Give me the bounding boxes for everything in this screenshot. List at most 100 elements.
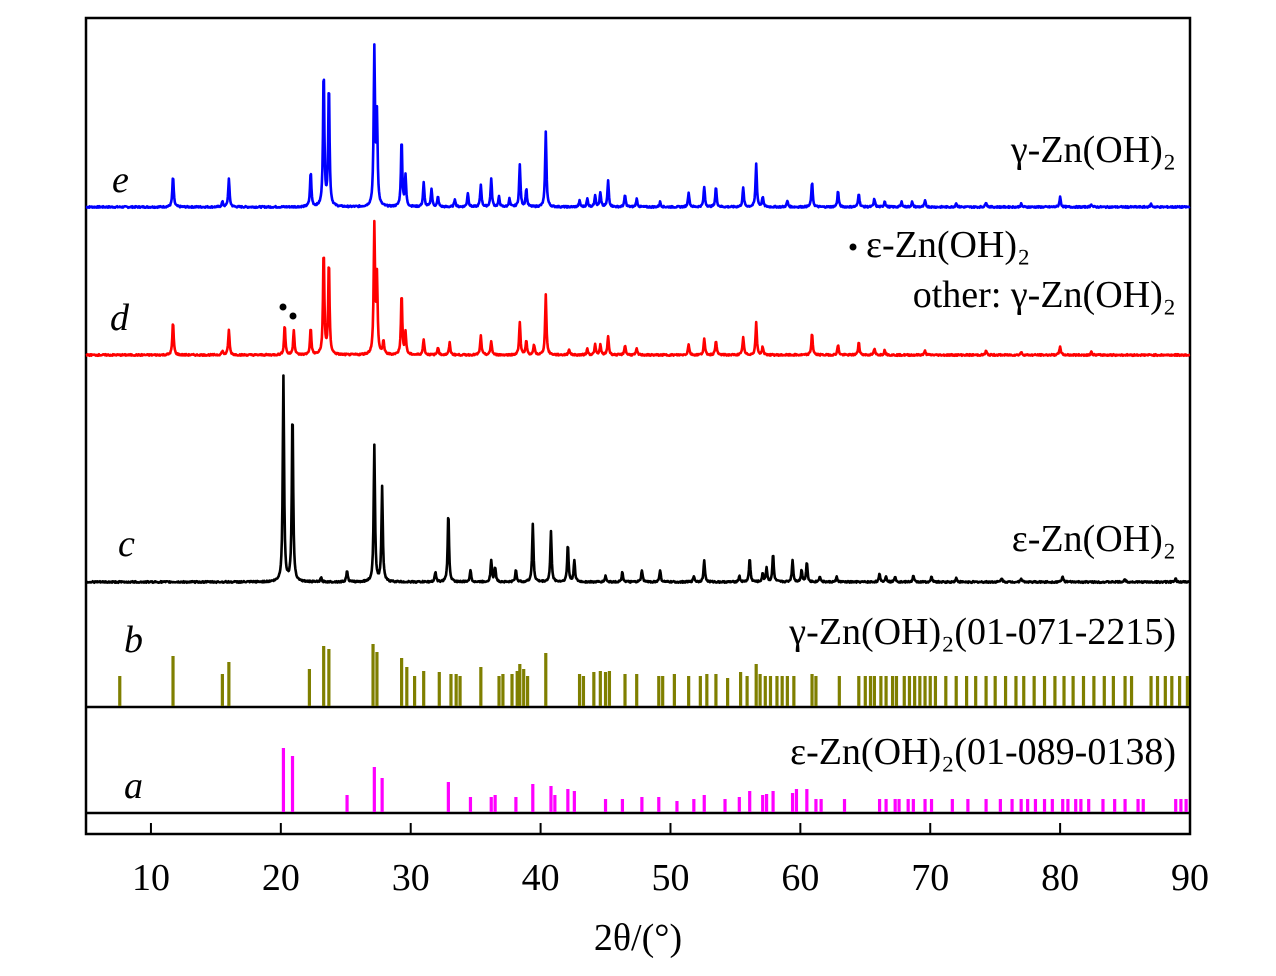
stick-a-47	[1019, 799, 1023, 812]
stick-b-5	[322, 646, 326, 706]
stick-a-9	[514, 797, 518, 812]
stick-b-81	[1053, 676, 1057, 706]
stick-b-32	[623, 674, 627, 706]
stick-b-29	[598, 671, 602, 706]
stick-b-11	[413, 676, 417, 706]
stick-b-86	[1102, 676, 1106, 706]
stick-a-12	[553, 795, 557, 812]
x-tick-label-20: 20	[262, 857, 300, 899]
panel-letter-e: e	[112, 159, 129, 201]
stick-a-51	[1050, 799, 1054, 812]
phase-label-d1: ε-Zn(OH)₂	[866, 224, 1030, 266]
stick-b-2	[220, 674, 224, 706]
stick-a-33	[842, 799, 847, 812]
stick-b-23	[522, 669, 526, 706]
reference-sticks	[118, 644, 1189, 812]
stick-a-61	[1141, 799, 1145, 812]
stick-b-7	[371, 644, 375, 706]
stick-b-77	[1014, 676, 1018, 706]
stick-b-46	[763, 676, 767, 706]
stick-b-75	[993, 676, 997, 706]
stick-b-19	[501, 674, 505, 706]
stick-b-14	[449, 674, 453, 706]
stick-b-60	[884, 676, 888, 706]
stick-b-52	[810, 674, 814, 706]
stick-a-13	[566, 789, 570, 812]
stick-a-2	[345, 795, 349, 812]
stick-b-67	[923, 676, 927, 706]
stick-b-15	[454, 674, 458, 706]
x-tick-label-70: 70	[911, 857, 949, 899]
stick-b-25	[544, 653, 548, 706]
stick-a-3	[372, 767, 376, 812]
stick-b-38	[698, 676, 702, 706]
stick-a-53	[1066, 799, 1070, 812]
stick-b-93	[1170, 676, 1174, 706]
stick-b-80	[1042, 676, 1047, 706]
stick-a-39	[911, 799, 915, 812]
stick-b-63	[902, 676, 906, 706]
stick-a-18	[657, 797, 661, 812]
stick-a-30	[805, 789, 809, 812]
stick-a-35	[884, 799, 888, 812]
stick-a-55	[1079, 799, 1083, 812]
x-tick-label-40: 40	[522, 857, 560, 899]
stick-a-25	[761, 795, 765, 812]
stick-a-4	[380, 778, 384, 812]
stick-b-55	[857, 676, 861, 706]
stick-b-70	[944, 676, 948, 706]
stick-b-17	[479, 667, 483, 706]
peak-marker-dot-1	[279, 303, 287, 311]
stick-b-18	[497, 676, 501, 706]
stick-a-23	[737, 797, 741, 812]
x-axis: 10 20 30 40 50 60 70 80 90	[132, 823, 1209, 899]
stick-a-0	[281, 748, 286, 812]
stick-a-46	[1010, 799, 1014, 812]
stick-b-27	[581, 676, 586, 706]
stick-a-52	[1061, 799, 1065, 812]
stick-b-58	[872, 676, 876, 706]
stick-a-11	[549, 786, 553, 812]
phase-label-e: γ-Zn(OH)₂	[1010, 129, 1176, 171]
stick-b-82	[1062, 676, 1066, 706]
stick-b-61	[890, 676, 895, 706]
stick-b-49	[780, 676, 784, 706]
stick-b-83	[1071, 676, 1075, 706]
stick-a-32	[819, 799, 823, 812]
x-tick-label-30: 30	[392, 857, 430, 899]
stick-b-50	[785, 676, 789, 706]
stick-b-44	[754, 664, 758, 706]
stick-a-5	[446, 782, 450, 812]
stick-a-21	[702, 795, 706, 812]
stick-a-27	[771, 791, 775, 812]
stick-a-14	[572, 791, 576, 812]
stick-b-53	[814, 676, 818, 706]
stick-b-20	[510, 674, 514, 706]
x-tick-label-90: 90	[1171, 857, 1209, 899]
stick-b-43	[745, 676, 749, 706]
stick-a-15	[603, 799, 608, 812]
stick-b-34	[657, 676, 661, 706]
stick-b-6	[327, 649, 331, 706]
stick-b-1	[171, 656, 175, 706]
stick-b-68	[928, 676, 932, 706]
stick-b-91	[1155, 676, 1160, 706]
stick-b-8	[375, 652, 379, 706]
trace-d	[85, 219, 1191, 358]
pattern-traces	[84, 43, 1192, 585]
stick-a-41	[929, 799, 934, 812]
stick-a-38	[906, 799, 910, 812]
stick-a-42	[950, 799, 954, 812]
stick-b-16	[458, 676, 462, 706]
panel-letter-c: c	[118, 523, 135, 565]
stick-b-78	[1022, 676, 1026, 706]
stick-b-48	[775, 676, 779, 706]
stick-a-34	[877, 799, 882, 812]
stick-b-69	[933, 676, 938, 706]
stick-b-79	[1032, 676, 1036, 706]
stick-b-39	[705, 674, 709, 706]
x-tick-label-60: 60	[781, 857, 819, 899]
stick-a-20	[692, 799, 696, 812]
x-axis-title: 2θ/(°)	[594, 917, 682, 959]
stick-b-21	[515, 671, 519, 706]
